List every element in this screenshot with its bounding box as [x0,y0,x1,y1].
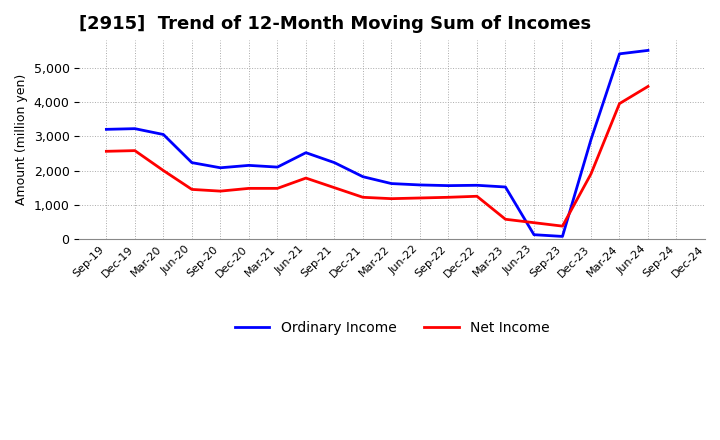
Net Income [587,171,595,176]
Ordinary Income [187,160,196,165]
Ordinary Income [530,232,539,237]
Line: Ordinary Income: Ordinary Income [107,51,648,236]
Ordinary Income [216,165,225,170]
Net Income [245,186,253,191]
Ordinary Income [558,234,567,239]
Ordinary Income [587,137,595,142]
Ordinary Income [472,183,481,188]
Ordinary Income [387,181,396,186]
Line: Net Income: Net Income [107,86,648,226]
Ordinary Income [302,150,310,155]
Net Income [501,216,510,222]
Net Income [530,220,539,225]
Net Income [130,148,139,153]
Net Income [472,194,481,199]
Net Income [159,168,168,173]
Net Income [302,176,310,181]
Ordinary Income [615,51,624,56]
Ordinary Income [444,183,453,188]
Net Income [644,84,652,89]
Ordinary Income [415,182,424,187]
Net Income [273,186,282,191]
Net Income [558,224,567,229]
Ordinary Income [130,126,139,131]
Ordinary Income [359,174,367,180]
Y-axis label: Amount (million yen): Amount (million yen) [15,74,28,205]
Ordinary Income [330,160,338,165]
Net Income [359,194,367,200]
Ordinary Income [102,127,111,132]
Net Income [216,188,225,194]
Net Income [330,185,338,191]
Ordinary Income [273,165,282,170]
Net Income [387,196,396,202]
Ordinary Income [644,48,652,53]
Net Income [444,194,453,200]
Net Income [102,149,111,154]
Net Income [615,101,624,106]
Ordinary Income [245,163,253,168]
Ordinary Income [159,132,168,137]
Net Income [415,195,424,201]
Ordinary Income [501,184,510,190]
Legend: Ordinary Income, Net Income: Ordinary Income, Net Income [229,316,555,341]
Text: [2915]  Trend of 12-Month Moving Sum of Incomes: [2915] Trend of 12-Month Moving Sum of I… [79,15,591,33]
Net Income [187,187,196,192]
